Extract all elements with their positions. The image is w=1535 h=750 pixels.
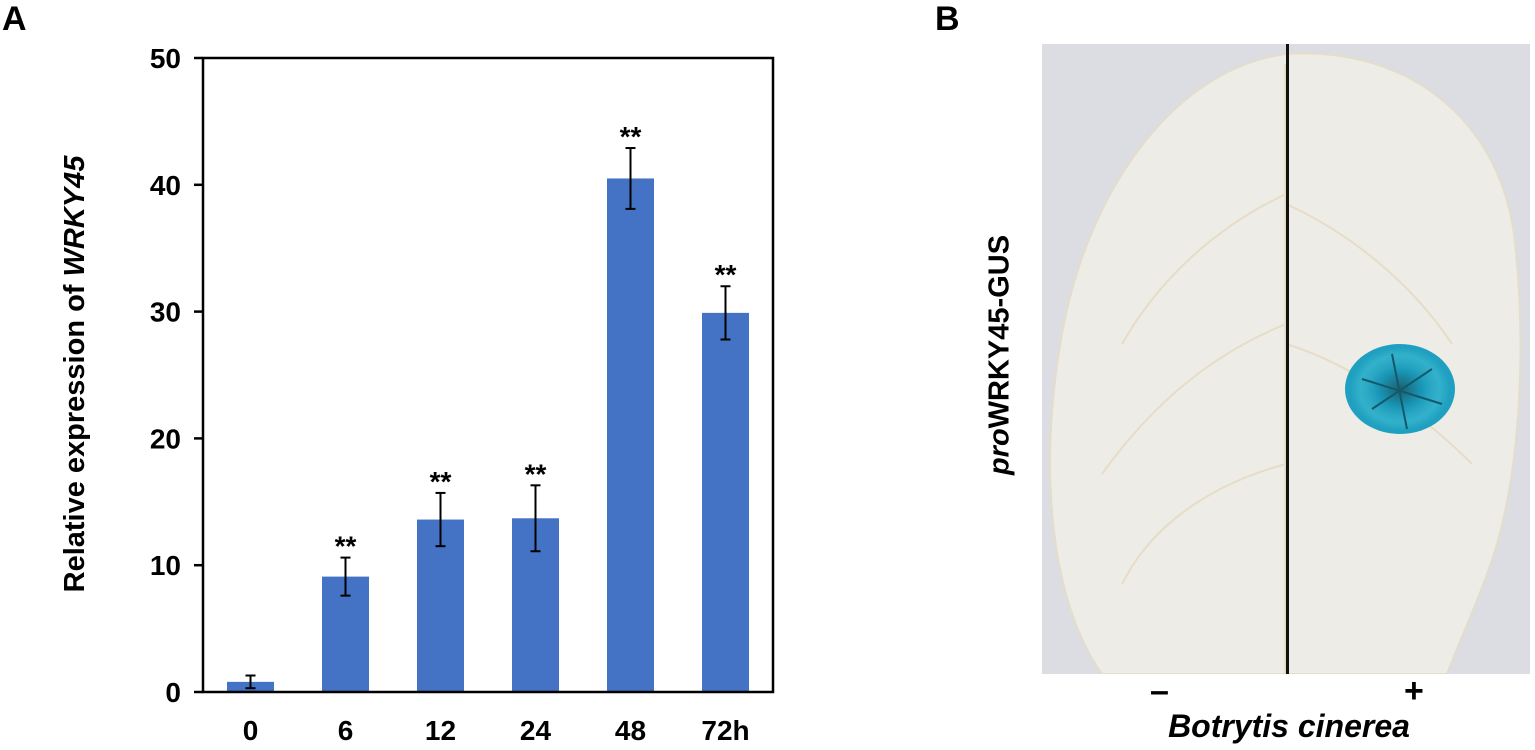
photo-y-label-prefix: pro (983, 428, 1016, 476)
panel-a-letter: A (2, 0, 27, 38)
x-tick-label: 72h (701, 715, 749, 746)
plot-frame (201, 56, 775, 694)
x-tick-label: 12 (425, 715, 456, 746)
stain-vein (1361, 353, 1443, 430)
y-axis-label: Relative expression of WRKY45 (59, 155, 91, 593)
photo-y-label-main: WRKY45-GUS (983, 234, 1016, 429)
x-tick-label: 48 (615, 715, 646, 746)
x-tick-label: 24 (520, 715, 552, 746)
svg-text:Relative expression of WRKY45: Relative expression of WRKY45 (59, 155, 91, 593)
bar-chart: Relative expression of WRKY45 0 10 20 30 40 5… (59, 43, 775, 746)
y-tick-label: 40 (150, 170, 181, 201)
significance-label: ** (430, 466, 452, 497)
significance-label: ** (620, 121, 642, 152)
bar (702, 312, 749, 692)
y-tick-label: 30 (150, 297, 181, 328)
y-axis-label-gene: WRKY45 (59, 155, 91, 277)
significance-label: ** (525, 458, 547, 489)
bar (607, 178, 654, 692)
x-tick-label: 0 (243, 715, 259, 746)
photo-divider (1286, 44, 1289, 674)
x-tick-label: 6 (338, 715, 354, 746)
y-axis-label-prefix: Relative expression of (59, 276, 91, 592)
y-tick-label: 50 (150, 43, 181, 74)
leaf-vein (1101, 193, 1473, 585)
bar (417, 519, 464, 692)
photo-y-label: proWRKY45-GUS (984, 235, 1017, 475)
significance-label: ** (715, 259, 737, 290)
y-tick-label: 10 (150, 550, 181, 581)
y-tick-label: 20 (150, 423, 181, 454)
condition-plus-label: + (1404, 672, 1424, 710)
condition-minus-label: – (1150, 672, 1169, 710)
panel-b-letter: B (935, 0, 960, 38)
y-tick-label: 0 (165, 677, 181, 708)
leaf-image (1049, 52, 1522, 674)
photo-x-label: Botrytis cinerea (1168, 708, 1410, 744)
significance-label: ** (335, 531, 357, 562)
